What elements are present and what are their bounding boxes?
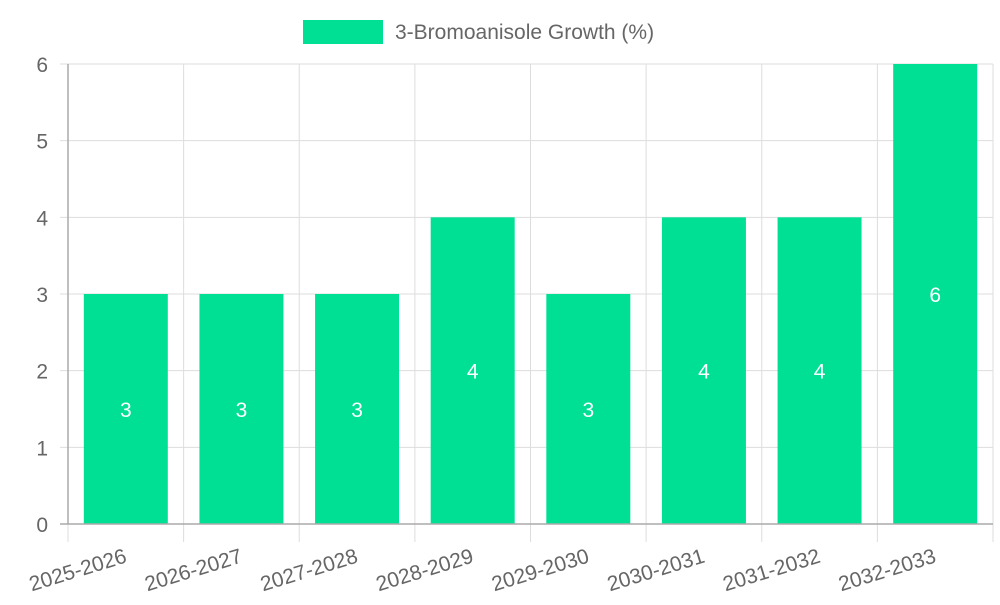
- bar[interactable]: [546, 294, 631, 524]
- bar[interactable]: [430, 217, 515, 525]
- y-tick-label: 0: [36, 514, 48, 537]
- x-tick-label: 2028-2029: [373, 545, 476, 596]
- x-tick-label: 2027-2028: [258, 545, 361, 596]
- bars: [83, 64, 978, 525]
- bar-data-label: 4: [698, 361, 710, 384]
- data-labels: 3 3 3 4 3 4 4 6: [120, 284, 941, 422]
- y-tick-label: 6: [36, 54, 48, 77]
- x-tick-label: 2032-2033: [836, 545, 939, 596]
- bar[interactable]: [893, 64, 978, 524]
- bar-data-label: 3: [236, 399, 248, 422]
- x-tick-label: 2025-2026: [27, 545, 130, 596]
- bar-data-label: 4: [467, 361, 479, 384]
- y-tick-label: 4: [36, 207, 48, 230]
- y-tick-label: 2: [36, 361, 48, 384]
- bar-data-label: 3: [120, 399, 132, 422]
- bar[interactable]: [199, 294, 284, 524]
- y-axis-ticks: 0 1 2 3 4 5 6: [36, 54, 48, 537]
- x-tick-label: 2026-2027: [142, 545, 245, 596]
- bar-data-label: 6: [929, 284, 941, 307]
- legend[interactable]: 3-Bromoanisole Growth (%): [303, 20, 654, 44]
- bar[interactable]: [661, 217, 746, 525]
- bar[interactable]: [315, 294, 400, 524]
- legend-label: 3-Bromoanisole Growth (%): [395, 21, 654, 44]
- y-tick-label: 3: [36, 284, 48, 307]
- bar-data-label: 3: [582, 399, 594, 422]
- bar[interactable]: [83, 294, 168, 524]
- legend-swatch: [303, 20, 383, 44]
- x-tick-label: 2031-2032: [720, 545, 823, 596]
- bar-data-label: 3: [351, 399, 363, 422]
- y-tick-label: 1: [36, 437, 48, 460]
- bar-data-label: 4: [814, 361, 826, 384]
- axes: [60, 64, 993, 525]
- y-tick-label: 5: [36, 131, 48, 154]
- x-tick-label: 2030-2031: [605, 545, 708, 596]
- bar[interactable]: [777, 217, 862, 525]
- x-tick-label: 2029-2030: [489, 545, 592, 596]
- x-axis-ticks: 2025-2026 2026-2027 2027-2028 2028-2029 2029…: [27, 545, 939, 596]
